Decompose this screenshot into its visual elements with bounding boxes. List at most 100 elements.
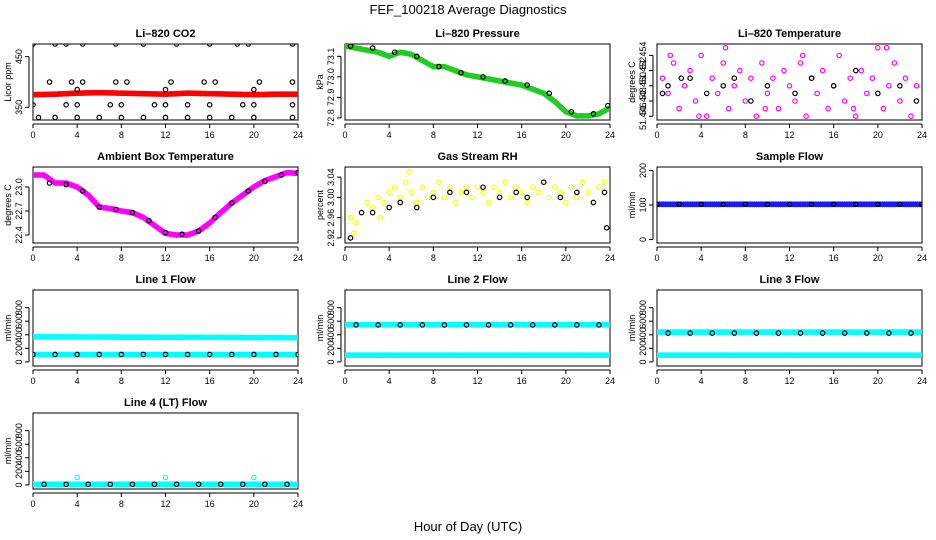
- x-tick-label: 4: [699, 376, 704, 386]
- data-point: [742, 98, 749, 104]
- data-point: [162, 86, 169, 93]
- x-tick-label: 20: [561, 130, 571, 140]
- data-point: [474, 184, 481, 191]
- x-tick-label: 16: [205, 499, 215, 509]
- data-point: [524, 199, 530, 206]
- y-tick-label: 200: [14, 341, 24, 356]
- data-point: [563, 199, 569, 206]
- data-point: [781, 67, 787, 74]
- data-point: [184, 114, 191, 120]
- x-tick-label: 12: [160, 253, 170, 263]
- x-tick-label: 8: [431, 376, 436, 386]
- series-magenta: [659, 44, 920, 120]
- data-point: [590, 111, 597, 117]
- data-point: [574, 322, 580, 328]
- data-point: [524, 82, 530, 88]
- x-tick-label: 8: [431, 253, 436, 263]
- data-point: [720, 201, 727, 208]
- x-tick-label: 0: [654, 376, 659, 386]
- data-point: [273, 351, 279, 358]
- data-point: [46, 79, 53, 85]
- data-point: [557, 194, 564, 201]
- x-tick-label: 16: [517, 130, 527, 140]
- data-point: [377, 214, 384, 221]
- data-point: [256, 79, 263, 85]
- x-tick-label: 16: [829, 376, 839, 386]
- data-point: [239, 481, 246, 488]
- x-axis: 0 4 8 12 16 20 24: [342, 123, 615, 140]
- data-point: [353, 219, 359, 226]
- data-point: [347, 44, 354, 49]
- x-axis: 0 4 8 12 16 20 24: [342, 369, 615, 386]
- data-point: [775, 330, 782, 336]
- data-point: [245, 188, 252, 194]
- series-cyan: [33, 333, 298, 341]
- data-point: [463, 184, 470, 191]
- data-point: [797, 60, 804, 66]
- data-point: [162, 229, 169, 236]
- data-point: [289, 102, 296, 108]
- data-point: [568, 184, 575, 191]
- data-point: [201, 79, 207, 85]
- y-tick-label: 22.4: [14, 226, 24, 244]
- x-tick-label: 20: [873, 376, 883, 386]
- data-point: [195, 228, 202, 234]
- data-point: [759, 60, 765, 66]
- x-tick-label: 20: [249, 253, 259, 263]
- data-point: [897, 83, 903, 89]
- data-point: [96, 351, 103, 358]
- data-point: [529, 322, 536, 328]
- data-point: [74, 351, 80, 358]
- data-point: [251, 102, 257, 108]
- data-point: [251, 86, 257, 93]
- data-point: [725, 105, 732, 112]
- series-cyan: [33, 351, 298, 358]
- data-point: [46, 180, 53, 186]
- y-axis: 2.92 2.96 3.00 3.04: [326, 168, 342, 247]
- chart-panel: Li–820 Pressure 0 4 8 12 16 20 24 72.8 72.9 73.0 73…: [315, 28, 615, 140]
- x-axis: 0 4 8 12 16 20 24: [30, 492, 303, 509]
- data-point: [107, 102, 114, 108]
- panel-title: Li–820 Pressure: [435, 28, 519, 40]
- data-layer: [33, 44, 298, 120]
- x-tick-label: 16: [829, 253, 839, 263]
- x-tick-label: 8: [119, 376, 124, 386]
- y-tick-label: 800: [14, 300, 24, 315]
- x-tick-label: 8: [431, 130, 436, 140]
- data-point: [262, 178, 268, 185]
- x-tick-label: 4: [75, 253, 80, 263]
- y-tick-label: 23.0: [14, 178, 24, 196]
- data-point: [430, 194, 437, 201]
- data-point: [720, 83, 727, 89]
- data-point: [413, 199, 420, 206]
- data-point: [579, 179, 586, 186]
- data-point: [808, 201, 815, 208]
- x-tick-label: 4: [387, 376, 392, 386]
- x-axis: 0 4 8 12 16 20 24: [30, 123, 303, 140]
- data-point: [507, 322, 514, 328]
- plot-frame: [344, 289, 611, 367]
- data-point: [140, 351, 147, 358]
- data-point: [397, 194, 404, 201]
- data-point: [676, 201, 682, 208]
- data-point: [118, 114, 125, 120]
- data-point: [786, 201, 793, 208]
- series-cyan: [345, 352, 610, 359]
- y-tick-label: 0: [638, 359, 648, 364]
- data-point: [419, 184, 426, 191]
- y-tick-label: 600: [326, 314, 336, 329]
- x-tick-label: 24: [605, 376, 615, 386]
- panel-title: Line 1 Flow: [136, 274, 196, 286]
- y-tick-label: 22.7: [14, 202, 24, 220]
- data-point: [496, 194, 503, 201]
- series-black: [665, 330, 914, 336]
- data-point: [129, 209, 136, 216]
- data-point: [463, 189, 470, 196]
- data-point: [604, 102, 610, 109]
- data-point: [441, 322, 448, 328]
- data-point: [74, 114, 80, 120]
- data-point: [703, 90, 710, 97]
- x-tick-label: 24: [293, 376, 303, 386]
- x-tick-label: 20: [873, 130, 883, 140]
